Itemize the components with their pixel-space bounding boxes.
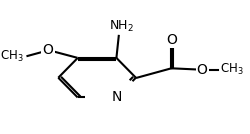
Text: O: O <box>197 63 207 77</box>
Text: CH$_3$: CH$_3$ <box>0 49 24 64</box>
Text: N: N <box>111 90 122 104</box>
Text: CH$_3$: CH$_3$ <box>220 62 244 77</box>
Text: O: O <box>166 33 177 46</box>
Text: O: O <box>42 43 54 57</box>
Text: NH$_2$: NH$_2$ <box>108 19 134 34</box>
